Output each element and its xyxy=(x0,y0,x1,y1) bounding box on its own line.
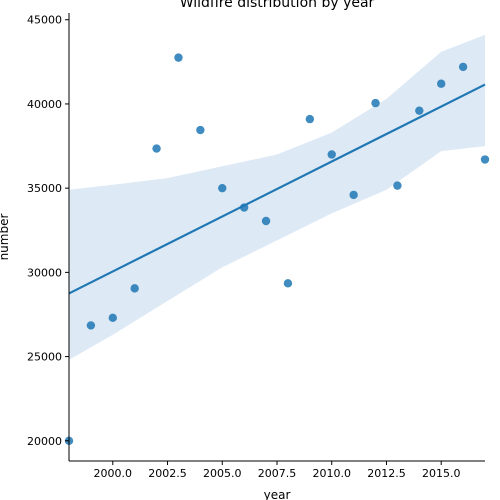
data-point xyxy=(349,190,358,200)
y-tick-label: 45000 xyxy=(27,14,62,27)
data-point xyxy=(196,125,205,135)
x-tick-label: 2012.5 xyxy=(367,467,406,480)
data-point xyxy=(371,98,380,108)
data-point xyxy=(174,53,183,62)
scatter-points-layer xyxy=(64,53,490,445)
data-point xyxy=(437,79,446,88)
y-tick-label: 20000 xyxy=(27,435,62,448)
data-point xyxy=(327,150,336,159)
y-tick-label: 30000 xyxy=(27,266,62,279)
confidence-band-layer xyxy=(69,34,485,360)
y-tick-label: 35000 xyxy=(27,182,62,195)
regression-line xyxy=(68,83,486,295)
regression-line-layer xyxy=(68,83,486,295)
data-point xyxy=(415,106,424,115)
data-point xyxy=(458,62,468,72)
data-point xyxy=(305,114,315,124)
data-point xyxy=(283,279,293,288)
y-tick-label: 40000 xyxy=(27,98,62,111)
ticks-layer: 2000.0 2002.5 2005.0 2007.5 2010.0 2012.5 2015… xyxy=(27,14,460,480)
x-tick-label: 2000.0 xyxy=(94,467,133,480)
data-point xyxy=(218,183,227,193)
x-tick-label: 2010.0 xyxy=(312,467,351,480)
x-tick-label: 2007.5 xyxy=(258,467,297,480)
x-tick-label: 2002.5 xyxy=(148,467,187,480)
data-point xyxy=(130,284,139,293)
x-tick-label: 2005.0 xyxy=(203,467,242,480)
data-point xyxy=(239,203,249,212)
x-tick-label: 2015.0 xyxy=(422,467,461,480)
data-point xyxy=(480,155,490,164)
data-point xyxy=(152,144,161,153)
data-point xyxy=(393,181,402,190)
data-point xyxy=(86,321,96,330)
data-point xyxy=(261,216,271,226)
chart-title: Wildfire distribution by year xyxy=(180,0,375,11)
x-axis-label: year xyxy=(264,488,291,500)
data-point xyxy=(108,313,117,323)
confidence-band xyxy=(69,34,485,360)
y-tick-label: 25000 xyxy=(27,351,62,364)
y-axis-label: number xyxy=(0,214,11,261)
